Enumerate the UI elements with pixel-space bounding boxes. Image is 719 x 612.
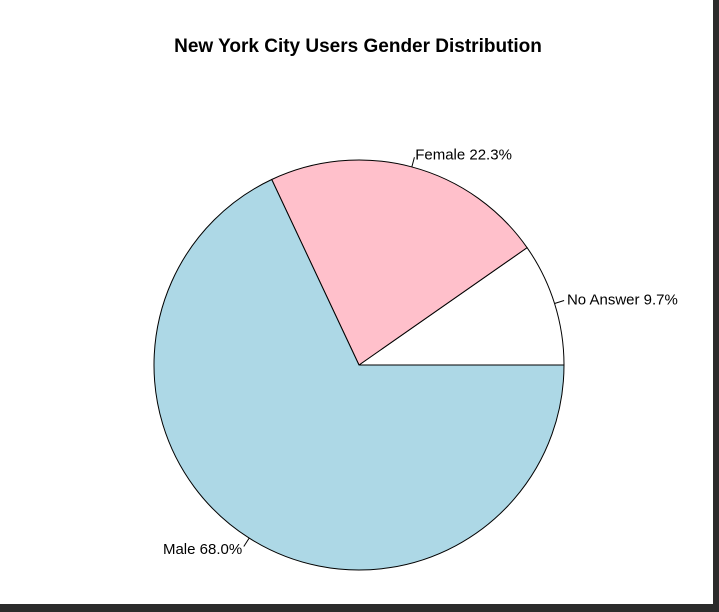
pie-leader-line-1: [411, 157, 415, 168]
pie-label-2: Male 68.0%: [163, 541, 242, 558]
pie-slices: [153, 159, 565, 571]
pie-chart: New York City Users Gender Distribution …: [153, 36, 678, 571]
pie-label-1: Female 22.3%: [415, 146, 512, 163]
chart-title: New York City Users Gender Distribution: [174, 36, 542, 57]
pie-slice-2: [153, 178, 565, 571]
chart-panel: New York City Users Gender Distribution …: [0, 0, 713, 604]
pie-leader-line-2: [243, 537, 250, 547]
pie-slice-0: [357, 246, 565, 366]
pie-label-0: No Answer 9.7%: [567, 292, 678, 309]
pie-labels: No Answer 9.7% Female 22.3% Male 68.0%: [163, 146, 678, 558]
pie-leader-line-0: [554, 300, 565, 304]
pie-slice-1: [271, 159, 528, 366]
